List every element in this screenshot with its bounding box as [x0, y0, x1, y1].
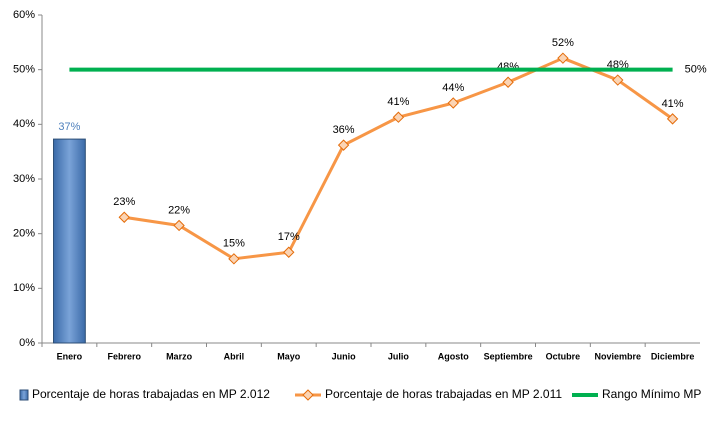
marker — [118, 211, 130, 223]
y-tick-label: 20% — [13, 228, 35, 240]
marker — [173, 219, 185, 232]
y-tick-label: 50% — [13, 64, 35, 76]
x-tick-label: Junio — [332, 351, 357, 361]
data-label: 41% — [662, 98, 684, 110]
legend-label: Porcentaje de horas trabajadas en MP 2.0… — [32, 387, 270, 401]
data-label: 41% — [387, 96, 409, 108]
x-tick-label: Enero — [57, 351, 83, 361]
legend-marker — [302, 389, 314, 401]
bar — [53, 138, 86, 344]
data-label: 36% — [333, 124, 355, 136]
data-label: 44% — [442, 82, 464, 94]
x-tick-label: Abril — [224, 351, 245, 361]
x-tick-label: Octubre — [546, 351, 581, 361]
marker — [447, 97, 459, 109]
marker — [557, 52, 569, 64]
x-tick-label: Septiembre — [484, 351, 533, 361]
y-tick-label: 30% — [13, 173, 35, 185]
data-label: 52% — [552, 37, 574, 49]
legend-label: Rango Mínimo MP — [602, 387, 701, 401]
data-label: 50% — [685, 64, 707, 76]
line — [124, 56, 674, 261]
x-tick-label: Mayo — [277, 351, 301, 361]
data-label: 23% — [113, 196, 135, 208]
marker — [337, 139, 350, 151]
x-tick-label: Agosto — [438, 351, 469, 361]
data-label: 37% — [58, 121, 80, 133]
marker — [392, 111, 405, 123]
y-tick-label: 10% — [13, 282, 35, 294]
marker — [283, 246, 295, 258]
marker — [612, 74, 624, 86]
y-tick-label: 60% — [13, 9, 35, 21]
data-label: 15% — [223, 238, 245, 250]
x-tick-label: Marzo — [166, 351, 193, 361]
x-tick-label: Julio — [388, 351, 410, 361]
marker — [502, 76, 514, 88]
legend-swatch — [19, 389, 29, 401]
x-tick-label: Febrero — [107, 351, 141, 361]
x-tick-label: Diciembre — [651, 351, 695, 361]
marker — [666, 113, 679, 125]
x-tick-label: Noviembre — [594, 351, 641, 361]
marker — [228, 253, 240, 265]
y-tick-label: 40% — [13, 118, 35, 130]
legend-label: Porcentaje de horas trabajadas en MP 2.0… — [325, 387, 562, 401]
data-label: 17% — [278, 231, 300, 243]
y-tick-label: 0% — [19, 337, 35, 349]
data-label: 22% — [168, 204, 190, 216]
